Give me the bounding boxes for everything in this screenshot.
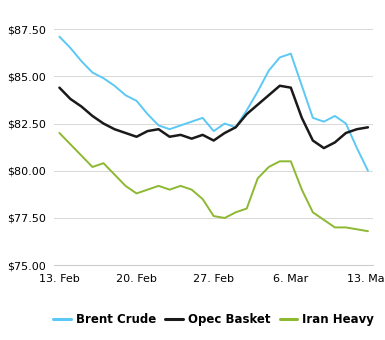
Iran Heavy (211, 214, 216, 218)
Brent Crude (278, 55, 282, 59)
Opec Basket (101, 121, 106, 125)
Iran Heavy (101, 161, 106, 165)
Brent Crude (233, 125, 238, 129)
Brent Crude (211, 129, 216, 133)
Opec Basket (311, 138, 315, 142)
Brent Crude (355, 146, 359, 150)
Opec Basket (134, 135, 139, 139)
Opec Basket (266, 93, 271, 97)
Brent Crude (101, 76, 106, 80)
Opec Basket (288, 86, 293, 90)
Brent Crude (244, 108, 249, 112)
Opec Basket (167, 135, 172, 139)
Opec Basket (355, 127, 359, 131)
Opec Basket (145, 129, 150, 133)
Brent Crude (343, 121, 348, 125)
Brent Crude (189, 120, 194, 124)
Iran Heavy (68, 142, 73, 146)
Line: Iran Heavy: Iran Heavy (59, 133, 368, 231)
Iran Heavy (178, 184, 183, 188)
Opec Basket (255, 103, 260, 107)
Iran Heavy (200, 197, 205, 201)
Brent Crude (123, 93, 128, 97)
Iran Heavy (223, 216, 227, 220)
Opec Basket (79, 104, 84, 108)
Iran Heavy (278, 159, 282, 163)
Brent Crude (145, 112, 150, 116)
Iran Heavy (333, 225, 337, 230)
Brent Crude (156, 123, 161, 128)
Brent Crude (311, 116, 315, 120)
Brent Crude (90, 70, 95, 74)
Brent Crude (333, 114, 337, 118)
Brent Crude (223, 121, 227, 125)
Opec Basket (123, 131, 128, 135)
Brent Crude (321, 120, 326, 124)
Opec Basket (278, 84, 282, 88)
Iran Heavy (189, 188, 194, 192)
Opec Basket (189, 137, 194, 141)
Brent Crude (300, 84, 304, 88)
Legend: Brent Crude, Opec Basket, Iran Heavy: Brent Crude, Opec Basket, Iran Heavy (49, 308, 379, 331)
Line: Brent Crude: Brent Crude (59, 37, 368, 171)
Opec Basket (112, 127, 117, 131)
Brent Crude (57, 35, 62, 39)
Iran Heavy (366, 229, 370, 233)
Iran Heavy (233, 210, 238, 214)
Opec Basket (90, 114, 95, 118)
Brent Crude (288, 52, 293, 56)
Brent Crude (266, 69, 271, 73)
Iran Heavy (288, 159, 293, 163)
Iran Heavy (266, 165, 271, 169)
Brent Crude (167, 127, 172, 131)
Iran Heavy (156, 184, 161, 188)
Iran Heavy (123, 184, 128, 188)
Opec Basket (343, 131, 348, 135)
Brent Crude (200, 116, 205, 120)
Opec Basket (233, 125, 238, 129)
Iran Heavy (311, 210, 315, 214)
Iran Heavy (343, 225, 348, 230)
Brent Crude (79, 59, 84, 63)
Brent Crude (366, 169, 370, 173)
Opec Basket (68, 97, 73, 101)
Iran Heavy (79, 154, 84, 158)
Opec Basket (156, 127, 161, 131)
Brent Crude (255, 89, 260, 94)
Iran Heavy (255, 176, 260, 180)
Opec Basket (200, 133, 205, 137)
Iran Heavy (355, 227, 359, 231)
Brent Crude (68, 46, 73, 50)
Brent Crude (112, 84, 117, 88)
Iran Heavy (57, 131, 62, 135)
Iran Heavy (145, 188, 150, 192)
Opec Basket (300, 116, 304, 120)
Brent Crude (178, 123, 183, 128)
Opec Basket (178, 133, 183, 137)
Brent Crude (134, 99, 139, 103)
Opec Basket (244, 112, 249, 116)
Iran Heavy (167, 188, 172, 192)
Iran Heavy (112, 172, 117, 176)
Opec Basket (57, 86, 62, 90)
Iran Heavy (90, 165, 95, 169)
Opec Basket (321, 146, 326, 150)
Opec Basket (223, 131, 227, 135)
Iran Heavy (300, 188, 304, 192)
Opec Basket (366, 125, 370, 129)
Line: Opec Basket: Opec Basket (59, 86, 368, 148)
Iran Heavy (321, 218, 326, 222)
Opec Basket (333, 140, 337, 144)
Iran Heavy (244, 206, 249, 210)
Opec Basket (211, 138, 216, 142)
Iran Heavy (134, 191, 139, 196)
